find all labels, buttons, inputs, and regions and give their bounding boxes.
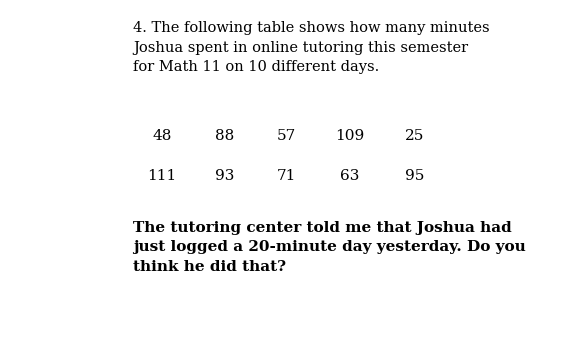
- Text: 57: 57: [277, 129, 296, 143]
- Text: 63: 63: [340, 169, 359, 184]
- Text: 109: 109: [335, 129, 364, 143]
- Text: The tutoring center told me that Joshua had
just logged a 20-minute day yesterda: The tutoring center told me that Joshua …: [133, 221, 526, 274]
- Text: 48: 48: [152, 129, 172, 143]
- Text: 4. The following table shows how many minutes
Joshua spent in online tutoring th: 4. The following table shows how many mi…: [133, 21, 490, 74]
- Text: 93: 93: [215, 169, 234, 184]
- Text: 25: 25: [405, 129, 424, 143]
- Text: 95: 95: [405, 169, 424, 184]
- Text: 71: 71: [277, 169, 296, 184]
- Text: 88: 88: [215, 129, 234, 143]
- Text: 111: 111: [147, 169, 177, 184]
